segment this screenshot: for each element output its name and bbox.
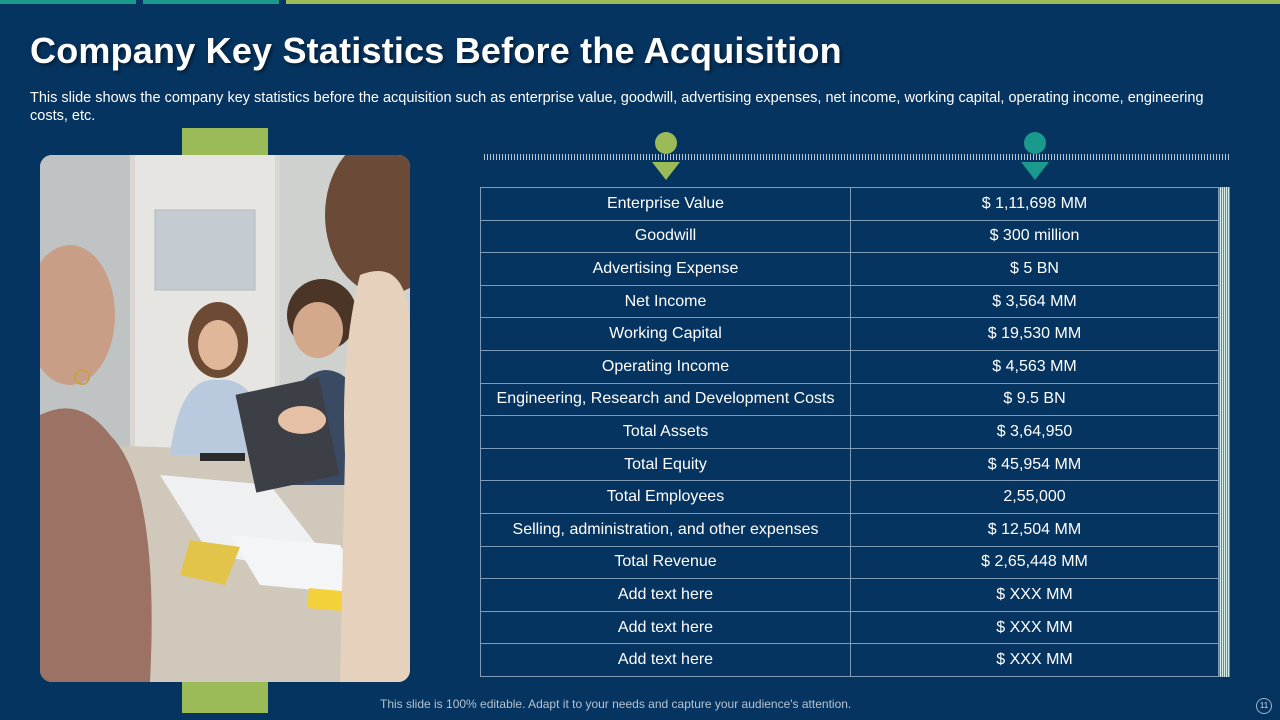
stat-value: $ 45,954 MM <box>850 447 1219 482</box>
slide-title: Company Key Statistics Before the Acquis… <box>30 30 842 71</box>
meeting-photo-illustration <box>40 155 410 682</box>
stat-label: Total Equity <box>480 447 851 482</box>
stat-label: Net Income <box>480 284 851 319</box>
table-row: Total Employees 2,55,000 <box>480 480 1219 514</box>
table-row: Add text here $ XXX MM <box>480 643 1219 677</box>
stat-value: $ 2,65,448 MM <box>850 545 1219 580</box>
stat-value: $ 1,11,698 MM <box>850 187 1219 221</box>
stat-value: $ 5 BN <box>850 252 1219 286</box>
stat-value: $ XXX MM <box>850 643 1219 677</box>
stat-value: $ 4,563 MM <box>850 349 1219 384</box>
key-statistics-table: Enterprise Value $ 1,11,698 MM Goodwill … <box>480 187 1219 677</box>
table-row: Total Equity $ 45,954 MM <box>480 447 1219 482</box>
stat-label: Operating Income <box>480 349 851 384</box>
meeting-photo <box>40 155 410 682</box>
stat-label: Add text here <box>480 643 851 677</box>
accent-block-bottom <box>182 680 268 713</box>
page-number: 11 <box>1256 698 1272 714</box>
stat-value: $ XXX MM <box>850 578 1219 612</box>
table-row: Goodwill $ 300 million <box>480 219 1219 254</box>
stat-label: Enterprise Value <box>480 187 851 221</box>
stat-value: $ 9.5 BN <box>850 382 1219 417</box>
accent-block-top <box>182 128 268 158</box>
stat-label: Add text here <box>480 578 851 612</box>
table-row: Working Capital $ 19,530 MM <box>480 317 1219 351</box>
stat-value: $ 19,530 MM <box>850 317 1219 351</box>
top-accent-bar-green <box>286 0 1280 4</box>
table-row: Total Assets $ 3,64,950 <box>480 415 1219 449</box>
stat-value: $ 3,64,950 <box>850 415 1219 449</box>
stat-label: Working Capital <box>480 317 851 351</box>
table-row: Advertising Expense $ 5 BN <box>480 252 1219 286</box>
top-accent-bar-teal-2 <box>143 0 279 4</box>
stat-label: Selling, administration, and other expen… <box>480 512 851 547</box>
table-side-stripe <box>1219 187 1230 677</box>
stat-value: 2,55,000 <box>850 480 1219 514</box>
footer-note: This slide is 100% editable. Adapt it to… <box>380 697 852 711</box>
right-column-marker-icon <box>1021 132 1049 180</box>
table-row: Net Income $ 3,564 MM <box>480 284 1219 319</box>
stat-label: Engineering, Research and Development Co… <box>480 382 851 417</box>
stat-label: Total Assets <box>480 415 851 449</box>
table-row: Add text here $ XXX MM <box>480 610 1219 645</box>
stat-value: $ XXX MM <box>850 610 1219 645</box>
dotted-divider <box>484 154 1230 160</box>
table-row: Operating Income $ 4,563 MM <box>480 349 1219 384</box>
table-row: Selling, administration, and other expen… <box>480 512 1219 547</box>
table-row: Add text here $ XXX MM <box>480 578 1219 612</box>
slide-subtitle: This slide shows the company key statist… <box>30 90 1204 124</box>
top-accent-bar-teal-1 <box>0 0 136 4</box>
stat-label: Total Employees <box>480 480 851 514</box>
stat-label: Add text here <box>480 610 851 645</box>
stat-value: $ 300 million <box>850 219 1219 254</box>
stat-label: Total Revenue <box>480 545 851 580</box>
left-column-marker-icon <box>652 132 680 180</box>
table-row: Enterprise Value $ 1,11,698 MM <box>480 187 1219 221</box>
stat-value: $ 3,564 MM <box>850 284 1219 319</box>
table-row: Engineering, Research and Development Co… <box>480 382 1219 417</box>
stat-label: Goodwill <box>480 219 851 254</box>
stat-value: $ 12,504 MM <box>850 512 1219 547</box>
stat-label: Advertising Expense <box>480 252 851 286</box>
table-row: Total Revenue $ 2,65,448 MM <box>480 545 1219 580</box>
